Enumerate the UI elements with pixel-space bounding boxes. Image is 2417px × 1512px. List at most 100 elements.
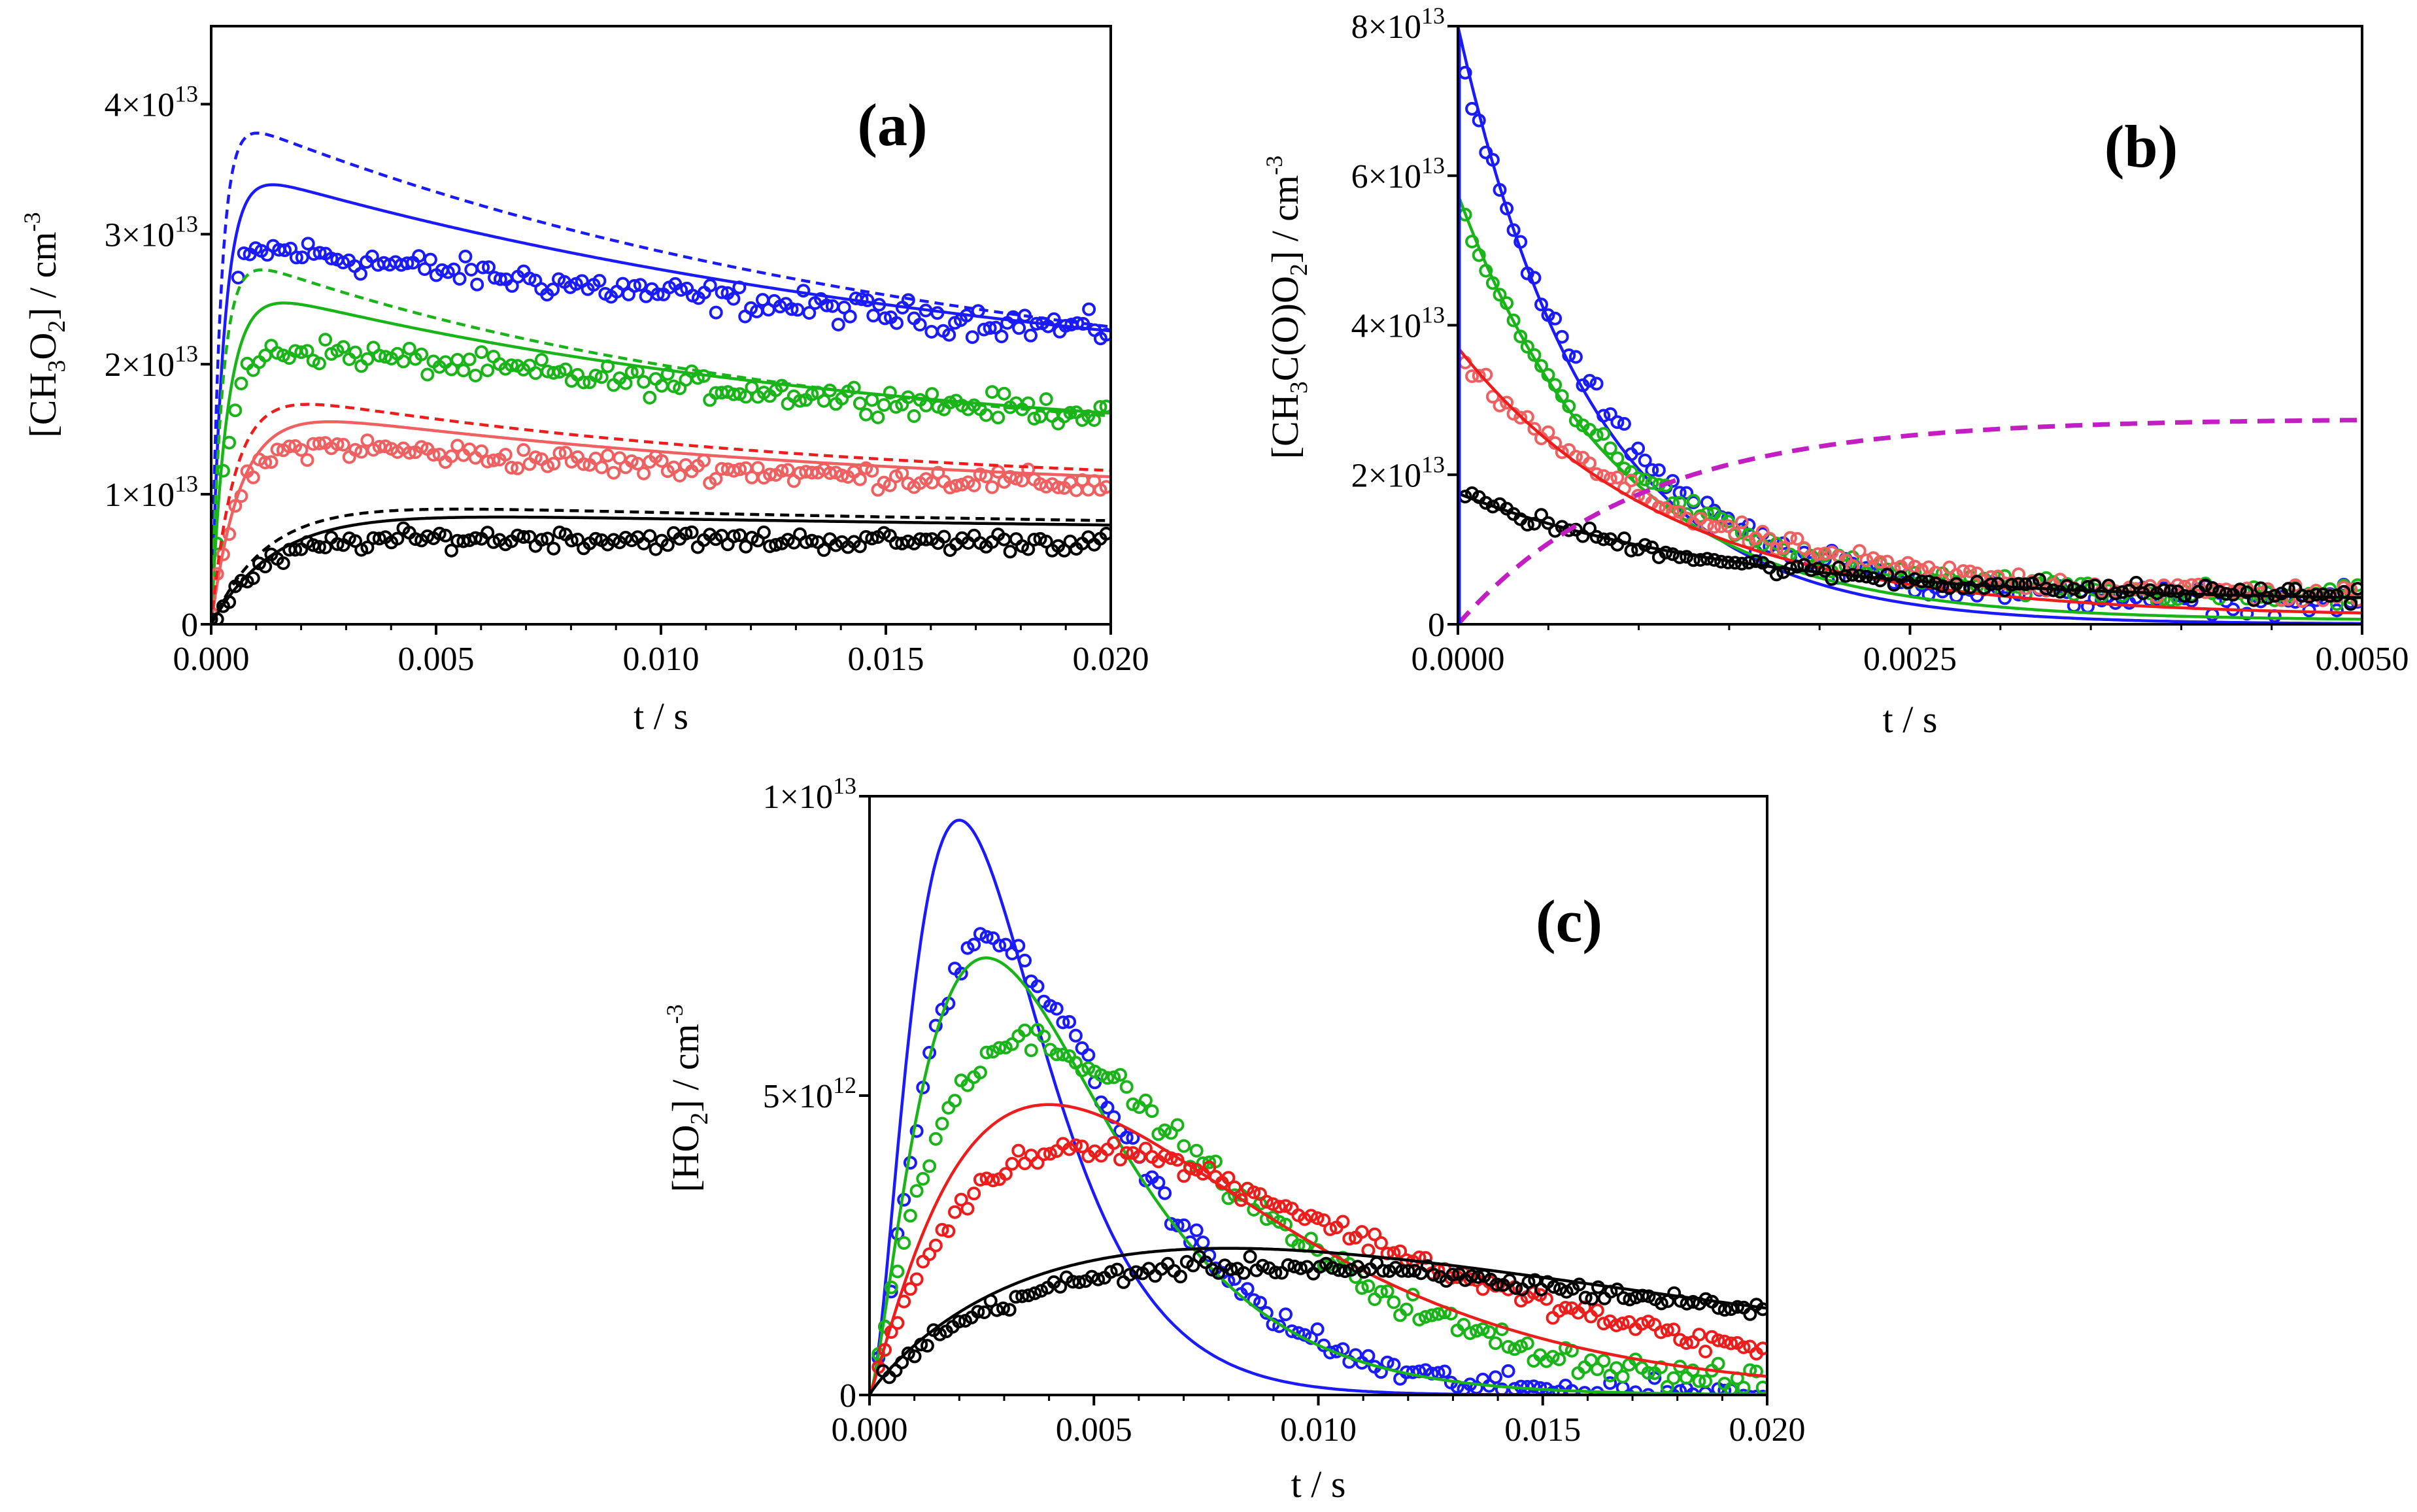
data-point xyxy=(643,529,657,543)
data-point xyxy=(1325,1261,1340,1275)
data-point xyxy=(660,367,675,381)
data-point xyxy=(1357,1265,1371,1279)
data-point xyxy=(228,403,243,418)
data-point xyxy=(1355,1281,1369,1295)
x-axis-label: t / s xyxy=(1883,698,1938,741)
data-point xyxy=(1107,1135,1121,1150)
data-point xyxy=(458,249,473,263)
data-point xyxy=(278,243,292,258)
data-point xyxy=(2060,579,2074,593)
data-point xyxy=(1202,1160,1217,1175)
data-point xyxy=(475,444,488,458)
x-tick-label: 0.000 xyxy=(173,641,250,678)
data-point xyxy=(379,350,392,364)
data-point xyxy=(282,439,296,454)
data-point xyxy=(843,309,857,324)
data-point xyxy=(1087,413,1102,427)
data-point xyxy=(1043,1147,1057,1161)
data-point xyxy=(1482,1325,1496,1339)
data-point xyxy=(1500,395,1514,410)
data-point xyxy=(726,529,741,543)
data-point xyxy=(2212,584,2226,599)
data-point xyxy=(1615,1369,1630,1384)
data-point xyxy=(1123,1268,1137,1282)
data-point xyxy=(756,525,771,539)
data-point xyxy=(420,529,435,543)
panel-c-chart: 0.000 0.005 0.010 0.015 0.020 0 5×1012 1×1013 t … xyxy=(662,773,1806,1505)
data-point xyxy=(607,465,621,480)
data-point xyxy=(1597,1354,1611,1368)
data-point xyxy=(1660,1385,1674,1395)
data-point xyxy=(475,345,488,360)
data-point xyxy=(1221,1171,1236,1185)
data-point xyxy=(928,1132,943,1146)
data-point xyxy=(1304,1209,1318,1223)
series-black-solid-line xyxy=(211,515,1111,624)
data-point xyxy=(1028,1286,1042,1300)
data-point xyxy=(793,394,807,408)
data-point xyxy=(2178,589,2192,603)
data-point xyxy=(948,1094,962,1108)
data-point xyxy=(1736,1340,1751,1354)
data-point xyxy=(979,930,994,944)
data-point xyxy=(2350,582,2362,596)
data-point xyxy=(288,543,303,557)
data-point xyxy=(1464,1269,1479,1283)
data-point xyxy=(907,1349,922,1364)
data-point xyxy=(558,362,573,377)
data-point xyxy=(234,489,248,503)
data-point xyxy=(992,939,1007,952)
data-point xyxy=(1129,1265,1143,1279)
data-point xyxy=(1485,499,1500,514)
data-point xyxy=(1654,1296,1668,1311)
series-red-solid-line xyxy=(870,1103,1767,1395)
data-point xyxy=(916,1171,930,1186)
data-point xyxy=(1085,1269,1099,1284)
data-point xyxy=(1099,328,1111,342)
data-point xyxy=(1548,311,1563,326)
data-point xyxy=(1021,462,1036,477)
data-point xyxy=(1576,529,1590,543)
data-point xyxy=(423,252,437,267)
data-point xyxy=(1294,1261,1308,1275)
data-point xyxy=(246,470,260,484)
data-point xyxy=(1672,496,1687,510)
data-point xyxy=(1361,1349,1376,1363)
data-point xyxy=(1342,1232,1357,1246)
data-point xyxy=(1119,1080,1134,1094)
data-point xyxy=(949,479,963,493)
data-point xyxy=(2281,582,2295,596)
data-point xyxy=(890,316,904,330)
data-point xyxy=(690,371,705,385)
data-point xyxy=(1024,328,1038,343)
data-point xyxy=(546,282,560,297)
data-point xyxy=(996,1302,1010,1315)
data-point xyxy=(1585,1292,1599,1306)
data-point xyxy=(1438,1364,1452,1379)
data-point xyxy=(1501,1364,1515,1378)
data-point xyxy=(1603,1376,1617,1390)
data-point xyxy=(505,278,519,293)
data-point xyxy=(1547,1280,1561,1294)
data-point xyxy=(960,1201,975,1216)
x-tick-label: 0.015 xyxy=(1504,1411,1581,1449)
data-point xyxy=(336,437,350,452)
data-point xyxy=(859,407,873,422)
data-point xyxy=(1541,425,1555,439)
data-point xyxy=(354,267,367,281)
data-point xyxy=(547,365,561,380)
data-point xyxy=(763,467,777,482)
data-point xyxy=(726,387,741,401)
data-point xyxy=(986,1173,1000,1188)
data-point xyxy=(1755,1302,1767,1317)
data-point xyxy=(1011,1143,1026,1158)
data-point xyxy=(1859,553,1874,567)
data-point xyxy=(1310,1211,1325,1225)
data-point xyxy=(685,525,699,539)
data-point xyxy=(1597,427,1611,441)
data-point xyxy=(1049,1001,1064,1016)
data-point xyxy=(618,376,633,390)
data-point xyxy=(1866,551,1880,565)
data-point xyxy=(1465,369,1479,383)
data-point xyxy=(637,375,651,389)
